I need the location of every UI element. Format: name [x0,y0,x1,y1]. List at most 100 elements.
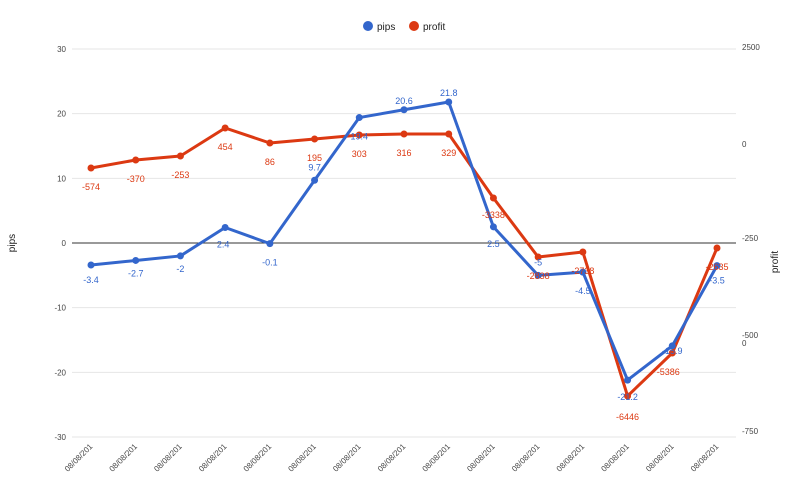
left-tick-label: 10 [57,174,66,183]
right-tick-label: 2500 [742,43,760,52]
profit-data-label: -2838 [527,271,550,281]
profit-point[interactable] [624,392,632,400]
x-tick-label: 08/08/201 [63,442,95,474]
x-tick-label: 08/08/201 [421,442,453,474]
pips-legend-marker [363,21,373,31]
x-tick-label: 08/08/201 [286,442,318,474]
x-tick-label: 08/08/201 [465,442,497,474]
left-tick-label: -20 [54,368,66,377]
profit-point[interactable] [668,349,676,357]
pips-data-label: -4.5 [575,286,591,296]
right-axis-title: profit [770,251,781,273]
left-axis-ticks: 30 20 10 0 -10 -20 -30 [54,45,66,442]
left-axis-title: pips [7,234,18,252]
profit-data-label: 303 [352,149,367,159]
profit-point[interactable] [132,156,140,164]
pips-data-label: 9.7 [308,162,321,172]
profit-point[interactable] [445,130,453,138]
pips-point[interactable] [87,261,95,269]
pips-point[interactable] [668,342,676,350]
left-tick-label: 0 [62,239,67,248]
right-tick-label: -750 [742,427,759,436]
pips-point[interactable] [445,98,453,106]
pips-point[interactable] [176,252,184,260]
pips-data-label: 2.5 [487,239,500,249]
pips-data-label: -5 [534,257,542,267]
pips-data-label: -0.1 [262,258,278,268]
profit-data-label: -2635 [705,262,728,272]
pips-point[interactable] [489,223,497,231]
profit-data-label: -6446 [616,412,639,422]
pips-point[interactable] [355,114,363,122]
x-tick-label: 08/08/201 [108,442,140,474]
pips-point[interactable] [266,240,274,248]
left-tick-label: -10 [54,304,66,313]
pips-data-label: -3.5 [709,276,725,286]
pips-point[interactable] [624,376,632,384]
pips-point[interactable] [132,256,140,264]
pips-point[interactable] [311,176,319,184]
pips-point[interactable] [579,268,587,276]
right-tick-label: 0 [742,140,747,149]
profit-data-label: -253 [171,170,189,180]
profit-point[interactable] [221,124,229,132]
x-tick-label: 08/08/201 [555,442,587,474]
profit-point[interactable] [87,164,95,172]
right-tick-label: -500 [742,331,759,340]
profit-data-label: -574 [82,182,100,192]
x-tick-label: 08/08/201 [331,442,363,474]
x-tick-label: 08/08/201 [689,442,721,474]
profit-point[interactable] [176,152,184,160]
profit-data-label: 329 [441,148,456,158]
pips-point[interactable] [221,223,229,231]
pips-data-label: -3.4 [83,275,99,285]
x-tick-label: 08/08/201 [599,442,631,474]
x-tick-label: 08/08/201 [510,442,542,474]
pips-data-label: 21.8 [440,88,458,98]
profit-point[interactable] [489,194,497,202]
pips-data-label: -21.2 [617,392,638,402]
series-layer [87,98,721,400]
right-tick-label: 0 [742,339,747,348]
x-tick-label: 08/08/201 [152,442,184,474]
pips-data-label: 20.6 [395,96,413,106]
profit-point[interactable] [579,248,587,256]
left-tick-label: 30 [57,45,66,54]
profit-data-label: -3338 [482,210,505,220]
profit-data-label: 86 [265,157,275,167]
profit-data-label: -370 [127,174,145,184]
data-labels-layer: -3.4 -2.7 -2 2.4 -0.1 9.7 19.4 20.6 21.8 2.5 -5 -4.… [82,88,729,422]
pips-data-label: 2.4 [217,239,230,249]
right-tick-label: -250 [742,234,759,243]
profit-legend-marker [409,21,419,31]
profit-point[interactable] [355,131,363,139]
profit-series-line [89,126,719,398]
profit-data-label: -5386 [657,367,680,377]
pips-point[interactable] [713,262,721,270]
pips-legend-label[interactable]: pips [377,22,395,33]
profit-point[interactable] [311,135,319,143]
x-tick-label: 08/08/201 [197,442,229,474]
pips-data-label: -15.9 [662,346,683,356]
profit-point[interactable] [713,244,721,252]
profit-point[interactable] [400,130,408,138]
profit-data-label: 195 [307,153,322,163]
left-tick-label: 20 [57,110,66,119]
pips-data-label: -2.7 [128,268,144,278]
x-axis-ticks: 08/08/201 08/08/201 08/08/201 08/08/201 08/0… [63,442,721,474]
profit-data-label: -2738 [571,266,594,276]
x-tick-label: 08/08/201 [376,442,408,474]
profit-data-label: 454 [218,142,233,152]
gridlines [72,48,736,438]
profit-point[interactable] [534,253,542,261]
profit-point[interactable] [266,139,274,147]
legend: pips profit [363,21,445,33]
left-tick-label: -30 [54,433,66,442]
pips-data-label: 19.4 [351,132,369,142]
pips-point[interactable] [400,106,408,114]
x-tick-label: 08/08/201 [644,442,676,474]
profit-legend-label[interactable]: profit [423,22,445,33]
pips-point[interactable] [534,271,542,279]
